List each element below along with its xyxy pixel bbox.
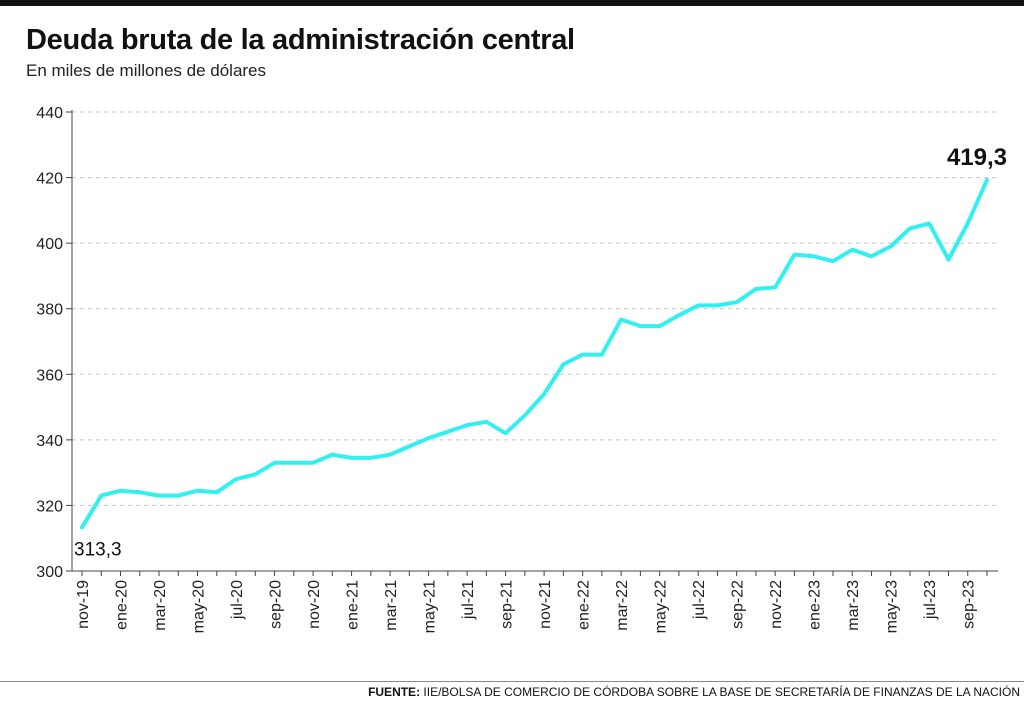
- source-note: FUENTE: IIE/BOLSA DE COMERCIO DE CÓRDOBA…: [368, 685, 1020, 699]
- x-tick-label-nov-22: nov-22: [768, 580, 785, 629]
- x-tick-label-mar-22: mar-22: [614, 580, 631, 631]
- x-tick-label-jul-21: jul-21: [460, 580, 477, 620]
- data-label-end: 419,3: [947, 144, 1007, 171]
- x-tick-label-may-20: may-20: [191, 580, 208, 633]
- x-tick-label-jul-23: jul-23: [922, 580, 939, 620]
- chart-subtitle: En miles de millones de dólares: [26, 61, 267, 80]
- top-rule: [0, 0, 1024, 6]
- x-tick-label-mar-20: mar-20: [152, 580, 169, 631]
- x-tick-label-sep-22: sep-22: [730, 580, 747, 629]
- y-tick-label-360: 360: [36, 367, 63, 384]
- series-line-deuda: [80, 177, 989, 530]
- data-labels: 313,3 419,3: [74, 144, 1007, 561]
- x-axis-ticks: nov-19 ene-20 mar-20 may-20 jul-20 sep-20 nov-…: [75, 571, 988, 633]
- x-tick-label-may-22: may-22: [653, 580, 670, 633]
- grid-lines: [72, 111, 998, 506]
- y-tick-label-300: 300: [36, 564, 63, 581]
- line-chart: 300 320 340 360 380 400 420 440 nov-19 ene-20 mar…: [36, 105, 1007, 633]
- y-axis-ticks: 300 320 340 360 380 400 420 440: [36, 105, 998, 581]
- x-tick-label-jul-20: jul-20: [229, 580, 246, 620]
- y-tick-label-340: 340: [36, 433, 63, 450]
- x-tick-label-ene-20: ene-20: [114, 580, 131, 630]
- x-tick-label-mar-21: mar-21: [383, 580, 400, 631]
- y-tick-label-420: 420: [36, 171, 63, 188]
- x-tick-label-may-21: may-21: [422, 580, 439, 633]
- source-label: FUENTE:: [368, 685, 421, 699]
- source-text: IIE/BOLSA DE COMERCIO DE CÓRDOBA SOBRE L…: [420, 685, 1020, 699]
- x-tick-label-mar-23: mar-23: [845, 580, 862, 631]
- x-tick-label-nov-19: nov-19: [75, 580, 92, 629]
- data-label-start: 313,3: [74, 539, 122, 560]
- x-tick-label-ene-22: ene-22: [576, 580, 593, 630]
- x-tick-label-sep-20: sep-20: [268, 580, 285, 629]
- y-tick-label-440: 440: [36, 105, 63, 122]
- x-tick-label-ene-21: ene-21: [345, 580, 362, 630]
- x-tick-label-nov-21: nov-21: [537, 580, 554, 629]
- x-tick-label-ene-23: ene-23: [807, 580, 824, 630]
- y-tick-label-320: 320: [36, 498, 63, 515]
- footer-divider: [0, 681, 1024, 682]
- y-tick-label-380: 380: [36, 302, 63, 319]
- x-tick-label-may-23: may-23: [884, 580, 901, 633]
- x-tick-label-sep-21: sep-21: [499, 580, 516, 629]
- chart-title: Deuda bruta de la administración central: [26, 24, 575, 56]
- x-tick-label-nov-20: nov-20: [306, 580, 323, 629]
- x-tick-label-jul-22: jul-22: [691, 580, 708, 620]
- x-tick-label-sep-23: sep-23: [961, 580, 978, 629]
- y-tick-label-400: 400: [36, 236, 63, 253]
